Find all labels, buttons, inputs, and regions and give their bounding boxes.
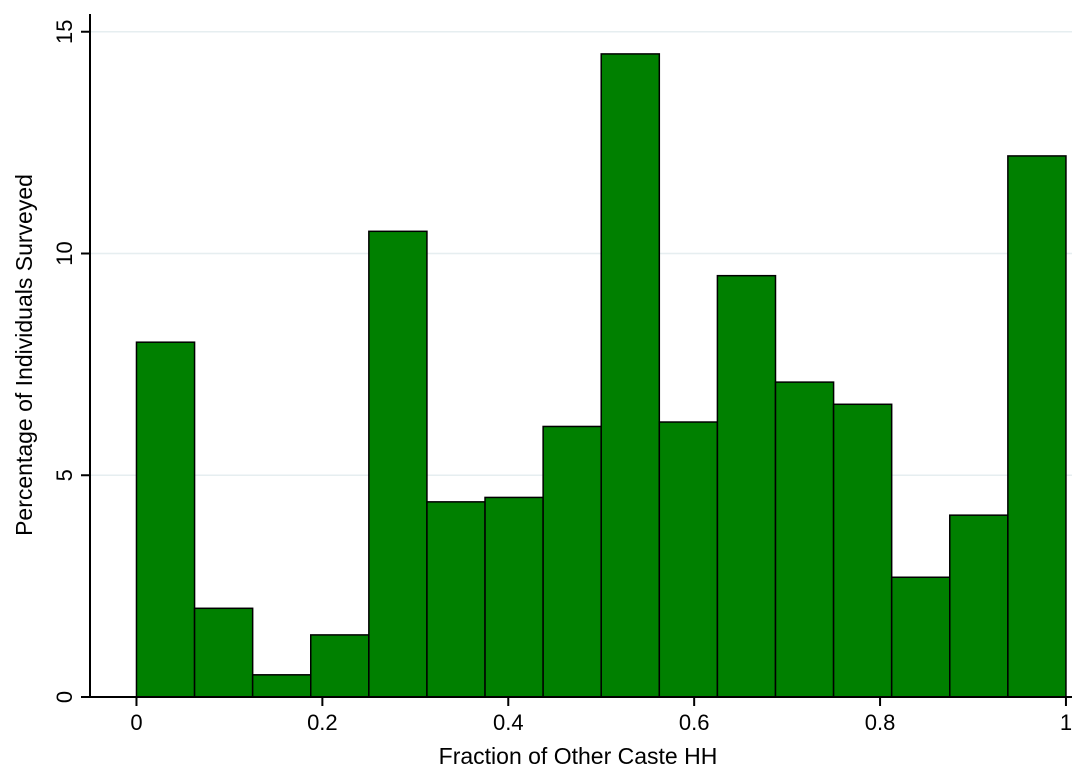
bar xyxy=(832,403,893,698)
x-tick-label: 0.8 xyxy=(865,710,896,735)
bar xyxy=(1007,155,1067,698)
x-tick-label: 0.4 xyxy=(493,710,524,735)
y-tick-label: 5 xyxy=(52,469,77,481)
bar xyxy=(600,53,661,698)
x-tick-label: 0.6 xyxy=(679,710,710,735)
x-tick-label: 0 xyxy=(130,710,142,735)
bar xyxy=(716,274,777,698)
bar xyxy=(542,425,602,698)
bar xyxy=(484,496,544,698)
y-axis-title: Percentage of Individuals Surveyed xyxy=(11,174,37,536)
bar xyxy=(426,501,486,698)
y-tick-label: 0 xyxy=(52,691,77,703)
bar xyxy=(135,341,196,698)
y-tick-label: 15 xyxy=(52,19,77,43)
x-tick-label: 1 xyxy=(1060,710,1072,735)
bar xyxy=(193,607,254,698)
bar xyxy=(774,381,835,698)
bar xyxy=(658,421,719,698)
bar xyxy=(251,674,312,698)
bar xyxy=(310,634,370,698)
x-tick-label: 0.2 xyxy=(307,710,338,735)
x-axis-title: Fraction of Other Caste HH xyxy=(439,743,718,769)
y-tick-label: 10 xyxy=(52,241,77,265)
bar xyxy=(368,230,428,698)
bar xyxy=(949,514,1009,698)
bar xyxy=(890,576,951,698)
